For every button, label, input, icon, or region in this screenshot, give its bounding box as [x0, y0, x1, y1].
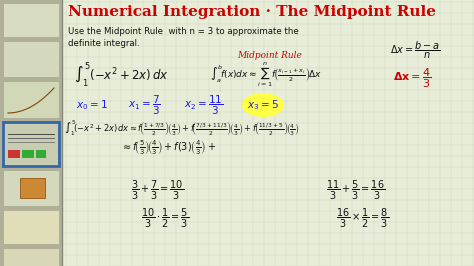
Bar: [3, 81, 59, 118]
Bar: [3, 3, 59, 37]
Bar: [3, 122, 59, 166]
Text: $\Delta x = \dfrac{b-a}{n}$: $\Delta x = \dfrac{b-a}{n}$: [390, 39, 440, 61]
Text: $\int_a^b\! f(x)dx \approx \sum_{i=1}^{n} f\!\left(\frac{x_{i-1}+x_i}{2}\right)\: $\int_a^b\! f(x)dx \approx \sum_{i=1}^{n…: [210, 61, 322, 89]
Text: $x_2 = \dfrac{11}{3}$: $x_2 = \dfrac{11}{3}$: [184, 93, 223, 117]
Text: $x_3 = 5$: $x_3 = 5$: [247, 98, 279, 112]
Bar: [8, 150, 20, 158]
Bar: [3, 210, 59, 244]
Text: $\dfrac{16}{3} \times \dfrac{1}{2} = \dfrac{8}{3}$: $\dfrac{16}{3} \times \dfrac{1}{2} = \df…: [336, 206, 389, 230]
Bar: [22, 150, 34, 158]
Text: $\mathbf{\Delta x} = \dfrac{4}{3}$: $\mathbf{\Delta x} = \dfrac{4}{3}$: [393, 66, 431, 90]
Bar: [3, 41, 59, 77]
Text: $\int_1^5 (-x^2 + 2x)\, dx$: $\int_1^5 (-x^2 + 2x)\, dx$: [74, 61, 169, 89]
Bar: [3, 248, 59, 266]
Text: Midpoint Rule: Midpoint Rule: [237, 51, 302, 60]
Bar: [36, 150, 46, 158]
Text: $x_1 = \dfrac{7}{3}$: $x_1 = \dfrac{7}{3}$: [128, 93, 161, 117]
Bar: [20, 178, 45, 198]
Bar: [3, 170, 59, 206]
Text: $\dfrac{10}{3} \cdot \dfrac{1}{2} = \dfrac{5}{3}$: $\dfrac{10}{3} \cdot \dfrac{1}{2} = \dfr…: [141, 206, 189, 230]
Text: $\dfrac{11}{3} + \dfrac{5}{3} = \dfrac{16}{3}$: $\dfrac{11}{3} + \dfrac{5}{3} = \dfrac{1…: [326, 178, 385, 202]
Text: $\approx f\!\left(\frac{5}{3}\right)\!\left(\frac{4}{3}\right) + f(3)\left(\frac: $\approx f\!\left(\frac{5}{3}\right)\!\l…: [121, 139, 216, 157]
Ellipse shape: [242, 93, 284, 117]
Text: definite integral.: definite integral.: [68, 39, 140, 48]
Text: $\int_1^5\!(-x^2+2x)dx \approx f\!\left(\frac{1+7/3}{2}\right)\!\left(\frac{4}{3: $\int_1^5\!(-x^2+2x)dx \approx f\!\left(…: [64, 118, 300, 138]
Text: Use the Midpoint Rule  with n = 3 to approximate the: Use the Midpoint Rule with n = 3 to appr…: [68, 27, 299, 36]
Text: $\dfrac{3}{3} + \dfrac{7}{3} = \dfrac{10}{3}$: $\dfrac{3}{3} + \dfrac{7}{3} = \dfrac{10…: [131, 178, 184, 202]
Bar: [0, 0, 62, 266]
Text: Numerical Integration · The Midpoint Rule: Numerical Integration · The Midpoint Rul…: [69, 5, 437, 19]
Text: $x_0 = 1$: $x_0 = 1$: [76, 98, 108, 112]
